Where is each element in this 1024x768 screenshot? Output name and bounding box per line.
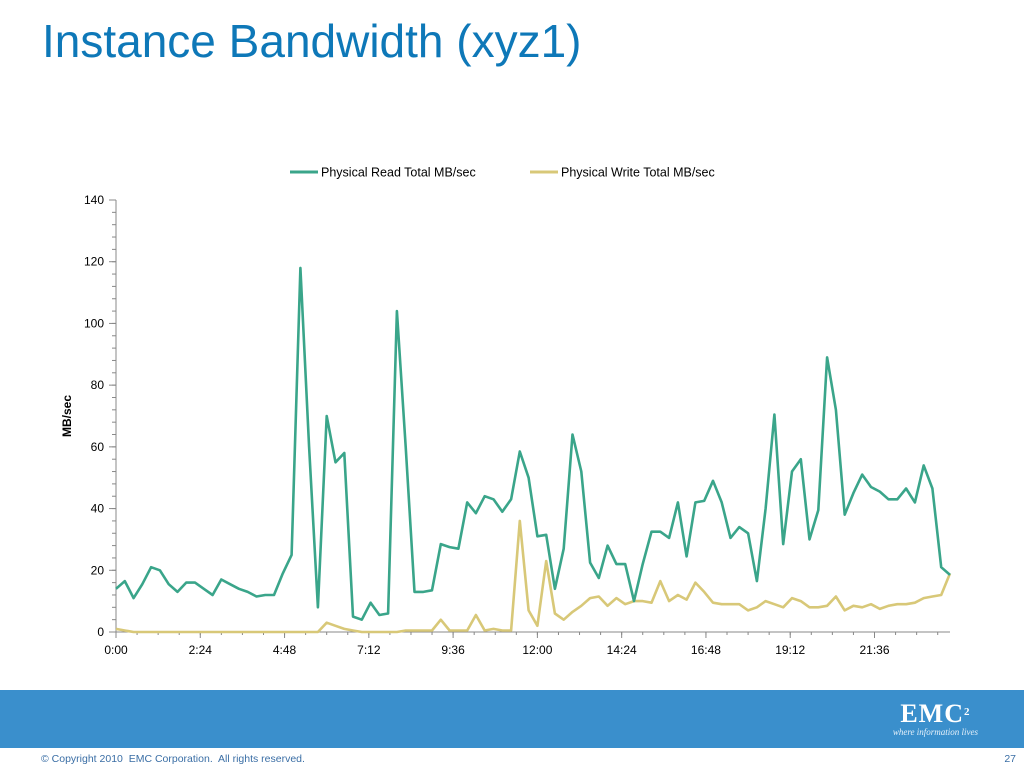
x-tick-label: 16:48 [691, 643, 721, 657]
y-tick-label: 40 [91, 502, 105, 516]
logo-tagline: where information lives [892, 727, 978, 737]
y-tick-label: 140 [84, 193, 104, 207]
x-tick-label: 4:48 [273, 643, 297, 657]
y-tick-label: 80 [91, 378, 105, 392]
x-tick-label: 21:36 [859, 643, 889, 657]
y-tick-label: 20 [91, 563, 105, 577]
chart-legend: Physical Read Total MB/sec Physical Write… [290, 166, 715, 180]
footer-band: EMC2 where information lives [0, 690, 1024, 748]
y-tick-label: 60 [91, 440, 105, 454]
series-line-physical-read [115, 266, 951, 622]
legend-physical-read: Physical Read Total MB/sec [290, 166, 476, 180]
legend-label: Physical Read Total MB/sec [321, 166, 476, 180]
x-tick-label: 2:24 [189, 643, 213, 657]
y-tick-label: 120 [84, 255, 104, 269]
y-axis-label: MB/sec [60, 395, 74, 437]
series-line-physical-write [115, 519, 952, 634]
emc-logo: EMC2 where information lives [892, 699, 978, 738]
x-tick-label: 14:24 [607, 643, 637, 657]
x-axis: 0:00 2:24 4:48 7:12 9:36 12:00 14:24 16:48 19:12… [104, 631, 950, 657]
x-tick-label: 19:12 [775, 643, 805, 657]
legend-physical-write: Physical Write Total MB/sec [530, 166, 715, 180]
x-tick-label: 9:36 [441, 643, 465, 657]
logo-mark: EMC2 [893, 699, 978, 728]
series-layer [115, 266, 952, 634]
logo-text: EMC [900, 699, 964, 728]
x-tick-label: 7:12 [357, 643, 381, 657]
copyright-notice: © Copyright 2010 EMC Corporation. All ri… [41, 753, 305, 765]
logo-superscript: 2 [964, 706, 971, 718]
page-number: 27 [1004, 753, 1016, 765]
slide-title: Instance Bandwidth (xyz1) [42, 15, 582, 67]
x-tick-label: 0:00 [104, 643, 128, 657]
y-tick-label: 100 [84, 316, 104, 330]
y-tick-label: 0 [97, 625, 104, 639]
bandwidth-line-chart: Physical Read Total MB/sec Physical Write… [60, 166, 952, 657]
x-tick-label: 12:00 [522, 643, 552, 657]
y-axis: 0 20 40 60 80 100 120 140 [84, 193, 117, 639]
legend-label: Physical Write Total MB/sec [561, 166, 715, 180]
